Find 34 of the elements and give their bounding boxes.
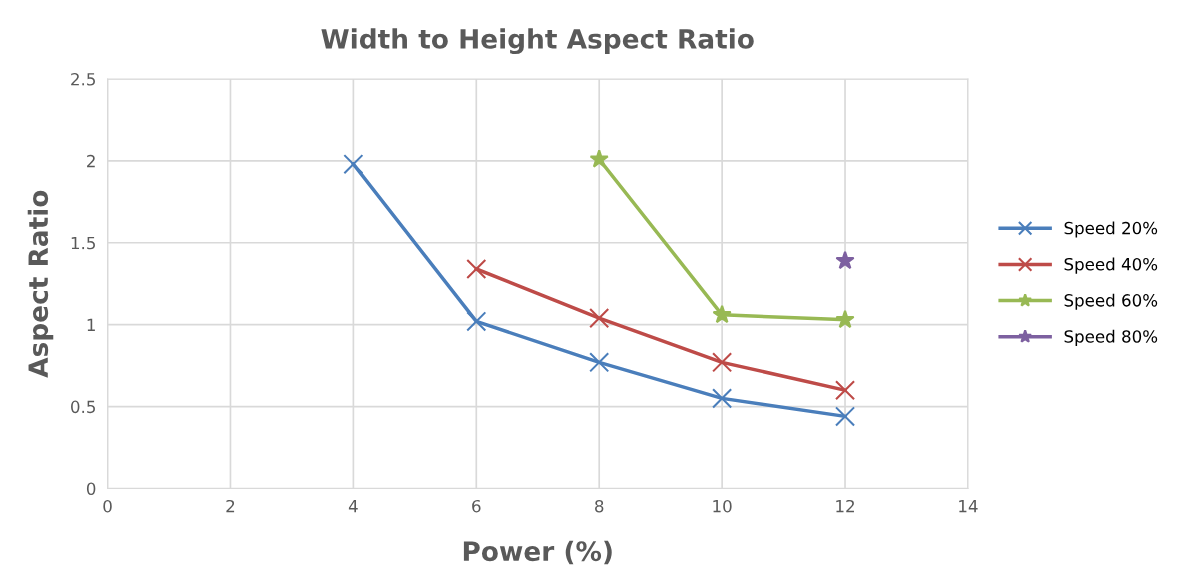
x-axis-title: Power (%) [463,540,612,565]
point [712,352,733,373]
point [466,311,487,332]
x-tick-label: 6 [472,499,481,513]
x-tick-label: 8 [595,499,604,513]
point [589,352,610,373]
x-tick-label: 14 [959,500,978,513]
point [343,154,364,175]
y-tick-label: 2 [87,154,95,168]
y-tick-label: 1.5 [71,236,95,250]
point [835,309,855,329]
legend-label: Speed 80% [1064,329,1158,346]
x-tick-label: 12 [836,499,854,513]
y-tick-label: 0.5 [71,400,95,414]
legend-label: Speed 60% [1064,293,1158,310]
point [834,406,856,427]
point [589,308,610,329]
point [712,304,732,324]
legend-label: Speed 40% [1064,257,1158,274]
point [834,380,856,401]
point [712,388,733,409]
y-axis-title: Aspect Ratio [27,190,54,378]
x-tick-label: 2 [226,499,235,513]
chart-title: Width to Height Aspect Ratio [321,28,754,55]
point [835,250,855,270]
point [589,149,609,168]
x-tick-label: 10 [713,499,732,513]
x-tick-label: 4 [348,500,358,513]
y-tick-label: 1 [87,318,95,332]
x-tick-label: 0 [103,499,112,513]
y-tick-label: 0 [86,482,96,496]
legend-label: Speed 20% [1064,221,1158,238]
y-tick-label: 2.5 [71,72,95,86]
point [466,258,487,280]
